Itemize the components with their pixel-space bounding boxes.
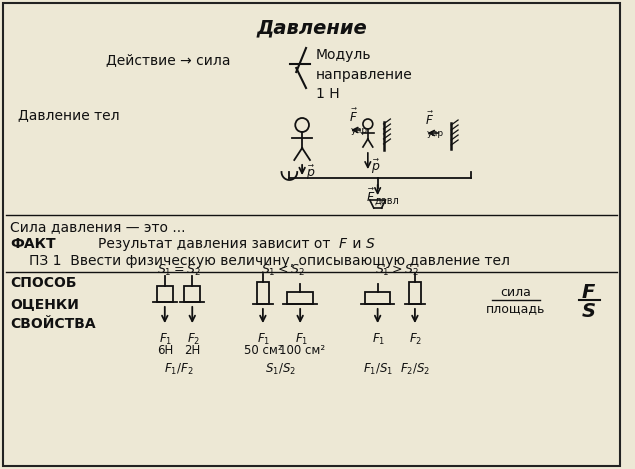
Text: $\vec{p}$: $\vec{p}$: [306, 164, 316, 182]
Text: Модуль
направление
1 Н: Модуль направление 1 Н: [316, 48, 413, 101]
Bar: [408, 282, 421, 304]
Text: S: S: [582, 302, 596, 321]
Text: Действие → сила: Действие → сила: [106, 53, 231, 67]
Text: Сила давления — это ...: Сила давления — это ...: [10, 220, 185, 234]
Bar: [288, 292, 313, 304]
Text: F: F: [338, 237, 347, 251]
Text: $S_1/S_2$: $S_1/S_2$: [265, 362, 296, 377]
FancyBboxPatch shape: [3, 3, 620, 466]
Text: ФАКТ: ФАКТ: [10, 237, 55, 251]
Text: Давление тел: Давление тел: [18, 108, 119, 122]
Text: Давление: Давление: [257, 18, 367, 37]
Text: $F_2$: $F_2$: [187, 332, 200, 347]
Bar: [157, 286, 173, 302]
Text: $S_1=S_2$: $S_1=S_2$: [157, 263, 201, 278]
Text: 2Н: 2Н: [184, 344, 201, 357]
Bar: [365, 292, 391, 304]
Text: S: S: [366, 237, 375, 251]
Text: $F_2/S_2$: $F_2/S_2$: [400, 362, 430, 377]
Text: Результат давления зависит от: Результат давления зависит от: [98, 237, 335, 251]
Text: $F_1/S_1$: $F_1/S_1$: [363, 362, 393, 377]
Text: давл: давл: [375, 196, 399, 206]
Text: $S_1<S_2$: $S_1<S_2$: [260, 263, 304, 278]
Text: 6Н: 6Н: [157, 344, 173, 357]
Bar: [257, 282, 269, 304]
Text: сила: сила: [500, 286, 531, 299]
Text: 50 см²: 50 см²: [244, 344, 282, 357]
Text: $\vec{F}$: $\vec{F}$: [349, 108, 358, 125]
Text: $F_1$: $F_1$: [159, 332, 172, 347]
Text: упр: упр: [351, 126, 368, 135]
Text: 100 см²: 100 см²: [279, 344, 325, 357]
Bar: [184, 286, 200, 302]
Text: и: и: [348, 237, 366, 251]
Text: $F_1$: $F_1$: [257, 332, 271, 347]
Text: $F_2$: $F_2$: [410, 332, 422, 347]
Text: F: F: [582, 283, 595, 302]
Text: $F_1$: $F_1$: [372, 332, 385, 347]
Text: $S_1>S_2$: $S_1>S_2$: [375, 263, 419, 278]
Text: $F_1/F_2$: $F_1/F_2$: [164, 362, 193, 377]
Text: площадь: площадь: [486, 302, 545, 315]
Text: ПЗ 1  Ввести физическую величину, описывающую давление тел: ПЗ 1 Ввести физическую величину, описыва…: [29, 254, 511, 268]
Text: $\vec{F}$: $\vec{F}$: [425, 111, 434, 128]
Text: упр: упр: [427, 129, 444, 138]
Text: $F_1$: $F_1$: [295, 332, 308, 347]
Text: $\vec{p}$: $\vec{p}$: [371, 158, 380, 176]
Text: СПОСОБ
ОЦЕНКИ
СВОЙСТВА: СПОСОБ ОЦЕНКИ СВОЙСТВА: [10, 276, 95, 331]
Text: $\vec{F}$: $\vec{F}$: [366, 188, 375, 205]
